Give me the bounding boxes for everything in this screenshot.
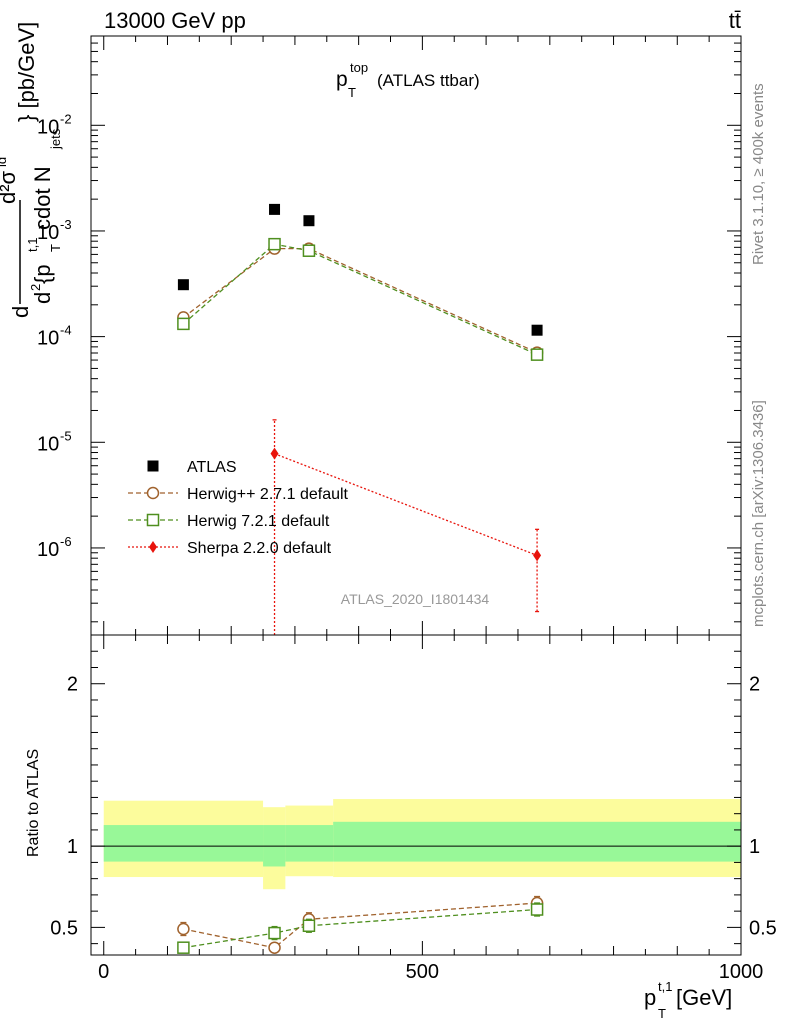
ylabel-den-jets: jets: [48, 128, 63, 150]
uncertainty-band-inner: [333, 821, 741, 862]
process-label: tt̄: [729, 8, 741, 33]
legend-marker: [146, 486, 160, 500]
series-line: [183, 248, 538, 354]
ratio-series-herwig-7-2-1-default: [177, 902, 544, 954]
main-y-ticks: 10-610-510-410-310-2: [37, 35, 742, 635]
plot-title-sup: top: [350, 60, 368, 75]
data-point: [533, 549, 542, 562]
data-point: [268, 237, 281, 251]
series-line: [274, 453, 538, 557]
y-tick-label-exponent: -3: [60, 217, 72, 232]
rivet-version-label: Rivet 3.1.10, ≥ 400k events: [750, 83, 767, 265]
y-tick-label-exponent: -2: [60, 111, 72, 126]
ylabel-den-T: T: [48, 244, 63, 252]
xlabel-p: p: [644, 985, 656, 1010]
y-tick-label-base: 10: [37, 222, 59, 244]
ylabel-numerator: d²σ: [0, 170, 20, 204]
legend-entry-herwig-7-2-1-default: Herwig 7.2.1 default: [128, 513, 330, 530]
legend-marker: [149, 541, 157, 553]
legend-label: ATLAS: [187, 459, 237, 476]
ratio-data-point: [302, 919, 316, 933]
ylabel-numerator-sup: id: [0, 157, 9, 167]
x-tick-label: 1000: [719, 961, 764, 983]
legend-entry-herwig-2-7-1-default: Herwig++ 2.7.1 default: [128, 486, 349, 503]
main-series: [177, 203, 544, 635]
ratio-y-tick-label-left: 1: [67, 836, 78, 858]
data-point: [302, 244, 316, 257]
analysis-id: ATLAS_2020_I1801434: [341, 591, 490, 607]
ratio-bands: [103, 799, 741, 890]
xlabel-sup: t,1: [658, 979, 672, 994]
legend: ATLAS Herwig++ 2.7.1 default Herwig 7.2.1 …: [128, 459, 349, 557]
data-point: [269, 203, 281, 215]
legend-label: Herwig 7.2.1 default: [187, 513, 330, 530]
ratio-series-line: [183, 908, 538, 949]
data-point: [303, 215, 315, 227]
mcplots-label: mcplots.cern.ch [arXiv:1306.3436]: [750, 400, 767, 627]
x-tick-label: 500: [406, 961, 439, 983]
series-line: [182, 243, 538, 356]
legend-entry-sherpa-2-2-0-default: Sherpa 2.2.0 default: [128, 540, 332, 557]
data-point: [177, 317, 190, 331]
collision-label: 13000 GeV pp: [104, 8, 246, 33]
data-point: [270, 447, 279, 460]
main-y-axis-label: d d²σ id d 2 {p T t,1 cdot N jets } [pb/…: [0, 22, 63, 318]
x-tick-label: 0: [98, 961, 109, 983]
ratio-plot-panel: 0.5 0.51 12 20 500 1000 Ratio to ATLAS p t,1 …: [25, 634, 777, 1021]
y-tick-label-base: 10: [37, 433, 59, 455]
ratio-data-point: [268, 941, 281, 954]
uncertainty-band-inner: [285, 825, 334, 862]
y-tick-label-exponent: -4: [60, 323, 72, 338]
ratio-data-point: [177, 941, 190, 954]
ylabel-den-exp: 2: [28, 284, 43, 291]
plot-title-p: p: [336, 68, 348, 91]
ylabel-d: d: [8, 306, 33, 318]
ratio-data-point: [530, 903, 544, 916]
y-tick-label-base: 10: [37, 116, 59, 138]
ratio-plot-frame: [90, 634, 742, 956]
xlabel-sub: T: [658, 1006, 666, 1021]
ylabel-den-d: d: [30, 292, 55, 304]
series-sherpa-2-2-0-default: [270, 419, 542, 635]
plot-title-rest: (ATLAS ttbar): [377, 71, 480, 90]
y-tick-label-base: 10: [37, 328, 59, 350]
ratio-series-herwig-2-7-1-default: [177, 895, 544, 954]
y-tick-label-exponent: -6: [60, 534, 72, 549]
series-atlas: [177, 203, 543, 336]
ratio-data-point: [177, 922, 190, 936]
main-plot-panel: 10-610-510-410-310-2 p top T (ATLAS ttba…: [0, 22, 742, 636]
ylabel-den-cdot: cdot N: [30, 166, 55, 230]
ratio-y-tick-label-right: 0.5: [749, 917, 777, 939]
series-herwig-2-7-1-default: [177, 242, 544, 359]
ratio-data-point: [268, 926, 281, 940]
series-herwig-7-2-1-default: [177, 237, 544, 361]
y-tick-label-base: 10: [37, 539, 59, 561]
ratio-y-tick-label-left: 0.5: [50, 917, 78, 939]
ratio-y-axis-label: Ratio to ATLAS: [25, 749, 42, 857]
xlabel-rest: [GeV]: [676, 985, 732, 1010]
data-point: [177, 279, 189, 291]
legend-entry-atlas: ATLAS: [147, 459, 237, 476]
legend-marker: [147, 460, 159, 472]
ratio-y-tick-label-left: 2: [67, 674, 78, 696]
data-point: [530, 348, 544, 361]
legend-label: Sherpa 2.2.0 default: [187, 540, 332, 557]
ylabel-den-t1: t,1: [25, 238, 40, 252]
legend-label: Herwig++ 2.7.1 default: [187, 486, 349, 503]
plot-title-sub: T: [348, 85, 356, 100]
ratio-y-tick-label-right: 2: [749, 674, 760, 696]
ylabel-den-p: {p: [30, 264, 55, 284]
uncertainty-band-inner: [103, 825, 264, 862]
ratio-series: [177, 895, 544, 954]
ratio-series-line: [183, 902, 538, 949]
data-point: [531, 324, 543, 336]
y-tick-label-exponent: -5: [60, 428, 72, 443]
ratio-y-tick-label-right: 1: [749, 836, 760, 858]
ratio-ticks: 0.5 0.5 1 1 2 2 0 500 1000: [50, 635, 777, 983]
ylabel-close: } [pb/GeV]: [14, 22, 39, 122]
legend-marker: [146, 513, 160, 527]
